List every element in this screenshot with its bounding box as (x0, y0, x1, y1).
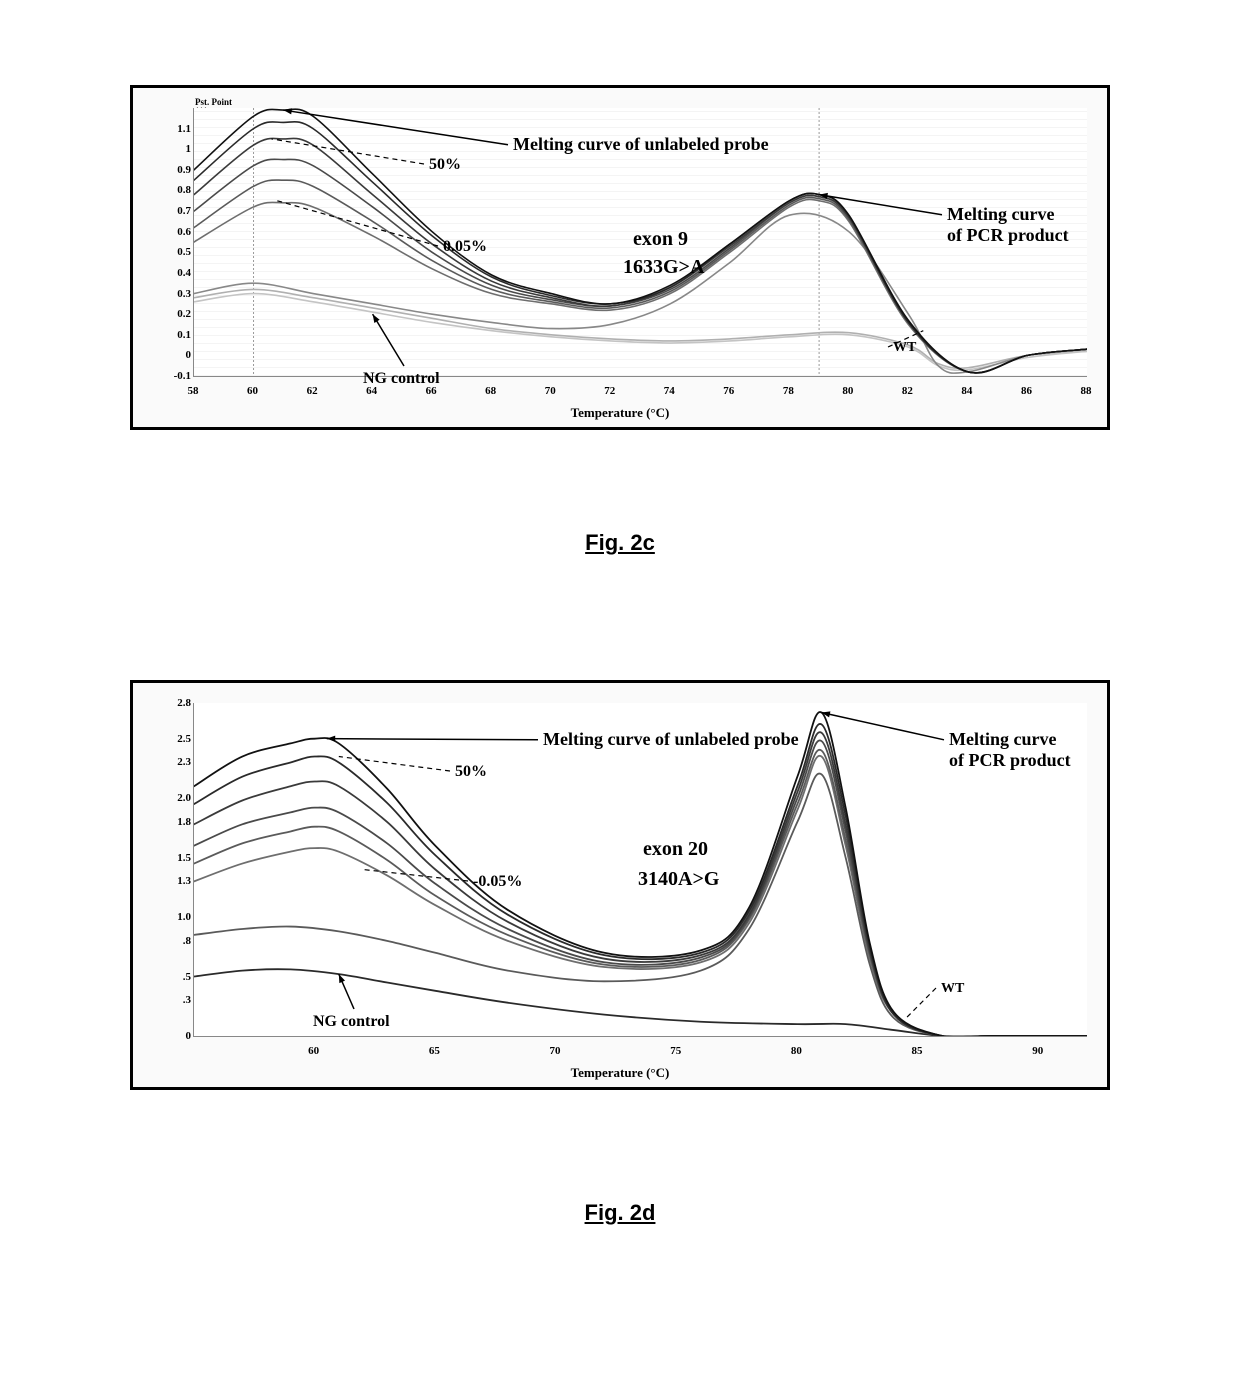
annotation: 50% (455, 763, 487, 781)
x-tick: 88 (1081, 385, 1092, 397)
x-tick: 78 (783, 385, 794, 397)
y-tick: 2.8 (169, 697, 191, 709)
y-tick: 1.8 (169, 816, 191, 828)
chart-panel-2c: Pst. Point111 Fluorescence -d(F1)/dT Tem… (130, 85, 1110, 430)
y-tick: -0.1 (169, 370, 191, 382)
annotation: Melting curve of unlabeled probe (513, 134, 769, 155)
annotation: WT (893, 340, 916, 356)
x-tick: 70 (545, 385, 556, 397)
y-tick: 0.3 (169, 288, 191, 300)
annotation: exon 20 (643, 838, 708, 861)
y-tick: .5 (169, 971, 191, 983)
y-tick: 1 (169, 143, 191, 155)
y-tick: 0.2 (169, 308, 191, 320)
y-tick: 1.5 (169, 852, 191, 864)
x-tick: 65 (429, 1045, 440, 1057)
annotation: exon 9 (633, 228, 688, 251)
annotation: -0.05% (473, 873, 522, 891)
y-tick: 0.9 (169, 164, 191, 176)
x-axis-label: Temperature (°C) (571, 405, 670, 421)
x-tick: 70 (550, 1045, 561, 1057)
x-tick: 85 (912, 1045, 923, 1057)
annotation: WT (941, 981, 964, 997)
y-tick: 0.4 (169, 267, 191, 279)
x-tick: 76 (723, 385, 734, 397)
figure-label-2d: Fig. 2d (585, 1200, 656, 1226)
y-tick: 0.1 (169, 329, 191, 341)
x-tick: 82 (902, 385, 913, 397)
x-tick: 60 (308, 1045, 319, 1057)
annotation: NG control (363, 370, 440, 388)
annotation: Melting curveof PCR product (947, 204, 1069, 246)
x-tick: 58 (188, 385, 199, 397)
figure-label-2c: Fig. 2c (585, 530, 655, 556)
annotation: Melting curve of unlabeled probe (543, 729, 799, 750)
y-tick: 1.0 (169, 911, 191, 923)
y-tick: 2.0 (169, 792, 191, 804)
x-tick: 86 (1021, 385, 1032, 397)
x-tick: 60 (247, 385, 258, 397)
y-tick: 1.3 (169, 875, 191, 887)
y-tick: 2.5 (169, 733, 191, 745)
y-tick: 2.3 (169, 756, 191, 768)
x-tick: 84 (961, 385, 972, 397)
x-tick: 62 (307, 385, 318, 397)
y-tick: 0 (169, 1030, 191, 1042)
x-tick: 68 (485, 385, 496, 397)
annotation: 3140A>G (638, 868, 719, 891)
y-tick: .3 (169, 994, 191, 1006)
x-tick: 80 (842, 385, 853, 397)
y-tick: 0.8 (169, 184, 191, 196)
y-tick: 0.5 (169, 246, 191, 258)
y-tick: 0.7 (169, 205, 191, 217)
y-tick: 0.6 (169, 226, 191, 238)
annotation: 50% (429, 156, 461, 174)
chart-panel-2d: -(d/dT) Fluorescence (530) Temperature (… (130, 680, 1110, 1090)
x-axis-label: Temperature (°C) (571, 1065, 670, 1081)
x-tick: 75 (670, 1045, 681, 1057)
x-tick: 74 (664, 385, 675, 397)
y-tick: 1.1 (169, 123, 191, 135)
y-tick: 0 (169, 349, 191, 361)
annotation: 0.05% (443, 238, 487, 256)
x-tick: 72 (604, 385, 615, 397)
y-tick: .8 (169, 935, 191, 947)
annotation: Melting curveof PCR product (949, 729, 1071, 771)
annotation: 1633G>A (623, 256, 704, 279)
x-tick: 90 (1032, 1045, 1043, 1057)
annotation: NG control (313, 1013, 390, 1031)
x-tick: 80 (791, 1045, 802, 1057)
